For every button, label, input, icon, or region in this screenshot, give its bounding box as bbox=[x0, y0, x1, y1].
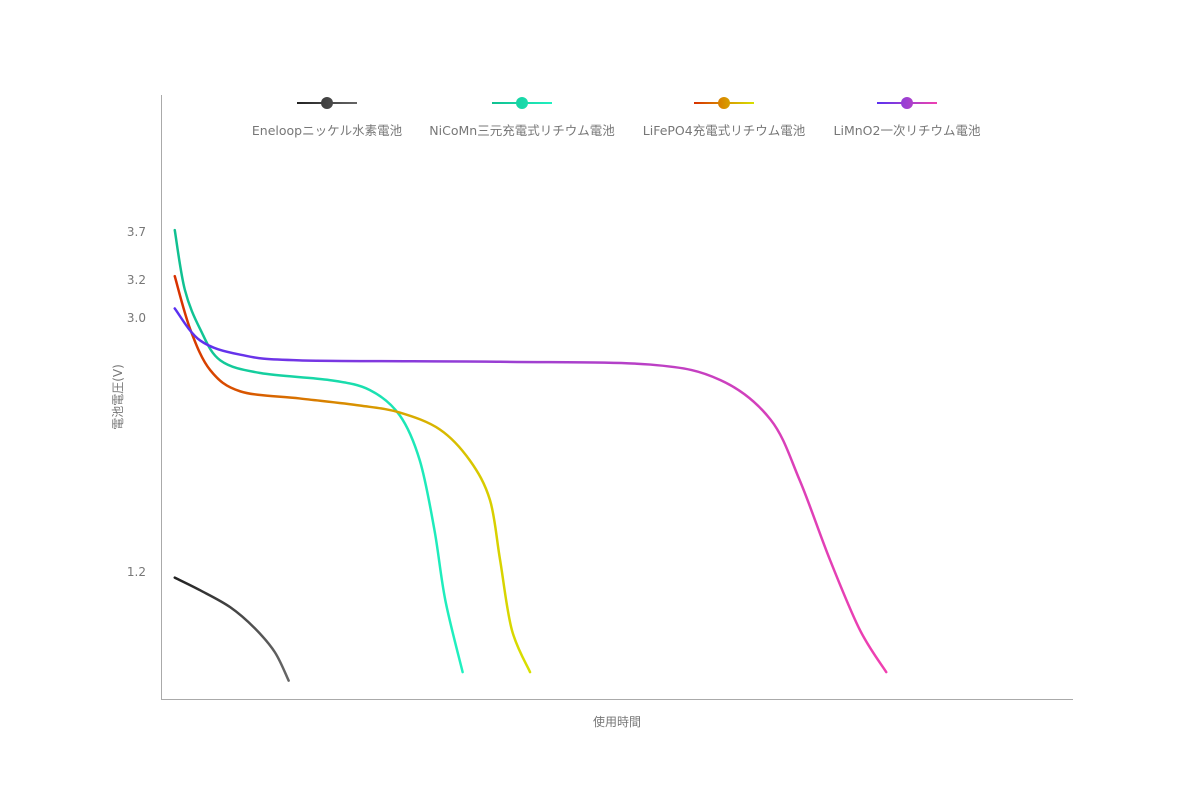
legend-label: Eneloopニッケル水素電池 bbox=[252, 123, 403, 138]
y-tick-labels: 3.7 3.2 3.0 1.2 bbox=[127, 225, 146, 579]
legend-item[interactable]: NiCoMn三元充電式リチウム電池 bbox=[429, 97, 615, 138]
legend-label: LiMnO2一次リチウム電池 bbox=[834, 123, 981, 138]
y-tick-label: 1.2 bbox=[127, 565, 146, 579]
legend-marker bbox=[516, 97, 528, 109]
series-line bbox=[173, 576, 290, 682]
legend-item[interactable]: LiMnO2一次リチウム電池 bbox=[834, 97, 981, 138]
x-axis-label: 使用時間 bbox=[593, 714, 641, 729]
series-lines bbox=[173, 228, 888, 682]
legend: Eneloopニッケル水素電池 NiCoMn三元充電式リチウム電池 LiFePO4充… bbox=[252, 97, 981, 138]
series-line bbox=[173, 228, 464, 674]
legend-label: NiCoMn三元充電式リチウム電池 bbox=[429, 123, 615, 138]
legend-marker bbox=[901, 97, 913, 109]
y-tick-label: 3.2 bbox=[127, 273, 146, 287]
legend-label: LiFePO4充電式リチウム電池 bbox=[643, 123, 806, 138]
series-line bbox=[173, 274, 532, 674]
legend-item[interactable]: Eneloopニッケル水素電池 bbox=[252, 97, 403, 138]
series-line bbox=[173, 307, 888, 674]
legend-marker bbox=[321, 97, 333, 109]
legend-marker bbox=[718, 97, 730, 109]
y-tick-label: 3.7 bbox=[127, 225, 146, 239]
y-tick-label: 3.0 bbox=[127, 311, 146, 325]
y-axis-label: 電池電圧(V) bbox=[111, 364, 125, 430]
legend-item[interactable]: LiFePO4充電式リチウム電池 bbox=[643, 97, 806, 138]
